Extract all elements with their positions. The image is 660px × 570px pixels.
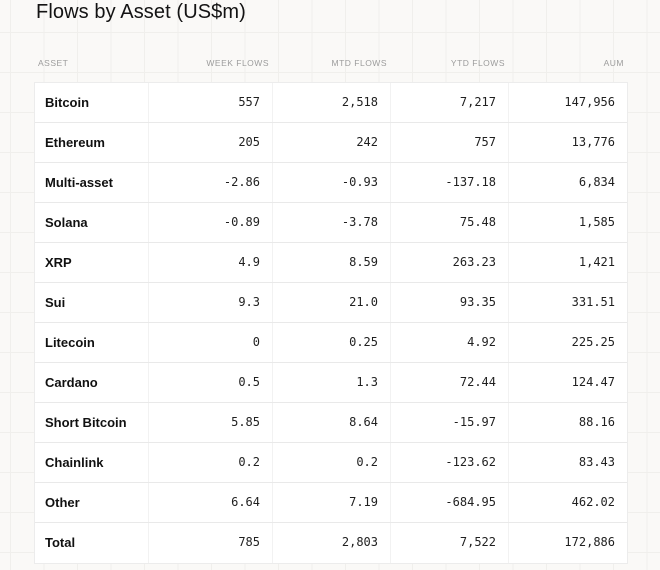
table-row-multi-asset: Multi-asset -2.86 -0.93 -137.18 6,834: [35, 163, 627, 203]
ytd-flows-value: 7,217: [390, 83, 508, 122]
ytd-flows-value: 757: [390, 123, 508, 162]
mtd-flows-value: 0.25: [272, 323, 390, 362]
mtd-flows-value: 8.59: [272, 243, 390, 282]
mtd-flows-value: 2,518: [272, 83, 390, 122]
asset-name: Total: [45, 535, 76, 550]
column-header-week-flows: WEEK FLOWS: [206, 58, 269, 68]
aum-value: 6,834: [508, 163, 627, 202]
mtd-flows-value: 1.3: [272, 363, 390, 402]
table-row-short-bitcoin: Short Bitcoin 5.85 8.64 -15.97 88.16: [35, 403, 627, 443]
week-flows-value: 557: [148, 83, 272, 122]
column-header-aum: AUM: [603, 58, 624, 68]
week-flows-value: 0.2: [148, 443, 272, 482]
column-header-asset: ASSET: [38, 58, 69, 68]
week-flows-value: 4.9: [148, 243, 272, 282]
table-row-total: Total 785 2,803 7,522 172,886: [35, 523, 627, 563]
flows-table: Bitcoin 557 2,518 7,217 147,956 Ethereum…: [35, 83, 627, 563]
page-title: Flows by Asset (US$m): [36, 1, 246, 23]
table-row-solana: Solana -0.89 -3.78 75.48 1,585: [35, 203, 627, 243]
aum-value: 462.02: [508, 483, 627, 522]
ytd-flows-value: 93.35: [390, 283, 508, 322]
mtd-flows-value: 242: [272, 123, 390, 162]
aum-value: 83.43: [508, 443, 627, 482]
column-header-ytd-flows: YTD FLOWS: [450, 58, 505, 68]
ytd-flows-value: -123.62: [390, 443, 508, 482]
week-flows-value: -0.89: [148, 203, 272, 242]
table-header: ASSET WEEK FLOWS MTD FLOWS YTD FLOWS AUM: [35, 54, 627, 72]
week-flows-value: 205: [148, 123, 272, 162]
aum-value: 1,585: [508, 203, 627, 242]
column-header-mtd-flows: MTD FLOWS: [331, 58, 387, 68]
asset-name: Chainlink: [45, 455, 104, 470]
asset-name: Other: [45, 495, 80, 510]
table-row-xrp: XRP 4.9 8.59 263.23 1,421: [35, 243, 627, 283]
asset-name: Cardano: [45, 375, 98, 390]
table-row-bitcoin: Bitcoin 557 2,518 7,217 147,956: [35, 83, 627, 123]
mtd-flows-value: 21.0: [272, 283, 390, 322]
asset-name: Ethereum: [45, 135, 105, 150]
ytd-flows-value: 263.23: [390, 243, 508, 282]
asset-name: Litecoin: [45, 335, 95, 350]
aum-value: 124.47: [508, 363, 627, 402]
week-flows-value: 5.85: [148, 403, 272, 442]
week-flows-value: 0.5: [148, 363, 272, 402]
aum-value: 88.16: [508, 403, 627, 442]
table-row-sui: Sui 9.3 21.0 93.35 331.51: [35, 283, 627, 323]
ytd-flows-value: -137.18: [390, 163, 508, 202]
aum-value: 225.25: [508, 323, 627, 362]
aum-value: 331.51: [508, 283, 627, 322]
week-flows-value: 785: [148, 523, 272, 563]
mtd-flows-value: -3.78: [272, 203, 390, 242]
ytd-flows-value: 7,522: [390, 523, 508, 563]
week-flows-value: -2.86: [148, 163, 272, 202]
ytd-flows-value: -684.95: [390, 483, 508, 522]
asset-name: Short Bitcoin: [45, 415, 127, 430]
asset-name: XRP: [45, 255, 72, 270]
ytd-flows-value: 75.48: [390, 203, 508, 242]
week-flows-value: 6.64: [148, 483, 272, 522]
ytd-flows-value: 72.44: [390, 363, 508, 402]
ytd-flows-value: -15.97: [390, 403, 508, 442]
week-flows-value: 0: [148, 323, 272, 362]
table-row-other: Other 6.64 7.19 -684.95 462.02: [35, 483, 627, 523]
mtd-flows-value: 8.64: [272, 403, 390, 442]
mtd-flows-value: 2,803: [272, 523, 390, 563]
table-row-ethereum: Ethereum 205 242 757 13,776: [35, 123, 627, 163]
aum-value: 1,421: [508, 243, 627, 282]
table-row-chainlink: Chainlink 0.2 0.2 -123.62 83.43: [35, 443, 627, 483]
aum-value: 13,776: [508, 123, 627, 162]
table-row-cardano: Cardano 0.5 1.3 72.44 124.47: [35, 363, 627, 403]
asset-name: Bitcoin: [45, 95, 90, 110]
ytd-flows-value: 4.92: [390, 323, 508, 362]
mtd-flows-value: 0.2: [272, 443, 390, 482]
table-row-litecoin: Litecoin 0 0.25 4.92 225.25: [35, 323, 627, 363]
mtd-flows-value: -0.93: [272, 163, 390, 202]
asset-name: Sui: [45, 295, 66, 310]
asset-name: Solana: [45, 215, 88, 230]
mtd-flows-value: 7.19: [272, 483, 390, 522]
aum-value: 147,956: [508, 83, 627, 122]
aum-value: 172,886: [508, 523, 627, 563]
week-flows-value: 9.3: [148, 283, 272, 322]
asset-name: Multi-asset: [45, 175, 113, 190]
